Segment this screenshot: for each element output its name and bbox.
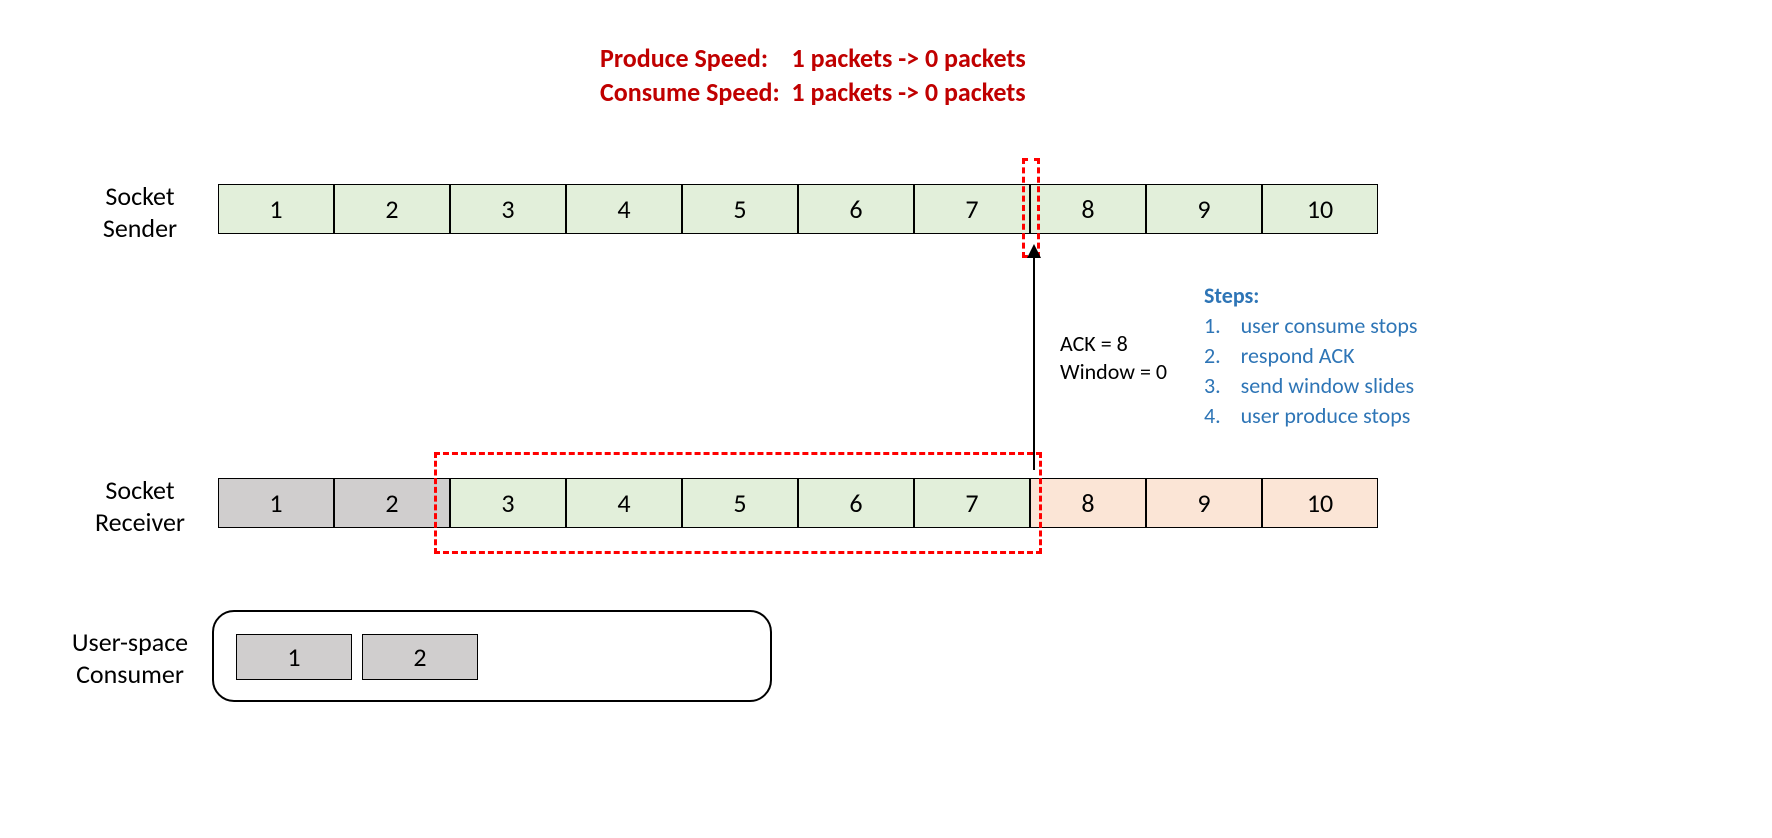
ack-text-1: ACK = 8 — [1060, 330, 1220, 357]
sender-cell-3: 3 — [450, 184, 566, 234]
sender-cell-9: 9 — [1146, 184, 1262, 234]
consumer-cell-2: 2 — [362, 634, 478, 680]
sender-label: Socket Sender — [70, 182, 210, 242]
receiver-label: Socket Receiver — [70, 476, 210, 536]
ack-arrow-line — [1033, 258, 1035, 470]
ack-text-2: Window = 0 — [1060, 358, 1220, 385]
receiver-window-box — [434, 452, 1042, 554]
step-3: 3. send window slides — [1204, 372, 1524, 399]
sender-cell-10: 10 — [1262, 184, 1378, 234]
step-2: 2. respond ACK — [1204, 342, 1524, 369]
sender-cell-2: 2 — [334, 184, 450, 234]
receiver-cell-9: 9 — [1146, 478, 1262, 528]
sender-cell-8: 8 — [1030, 184, 1146, 234]
sender-cell-5: 5 — [682, 184, 798, 234]
diagram-stage: Produce Speed: 1 packets -> 0 packetsCon… — [0, 0, 1772, 838]
produce-speed-text: Produce Speed: 1 packets -> 0 packets — [600, 42, 1300, 74]
sender-window-marker — [1022, 158, 1040, 258]
consumer-cell-1: 1 — [236, 634, 352, 680]
steps-title: Steps: — [1204, 282, 1524, 309]
receiver-cell-1: 1 — [218, 478, 334, 528]
receiver-cell-10: 10 — [1262, 478, 1378, 528]
sender-cell-4: 4 — [566, 184, 682, 234]
receiver-cell-8: 8 — [1030, 478, 1146, 528]
sender-cell-1: 1 — [218, 184, 334, 234]
ack-arrow-head-icon — [1027, 244, 1041, 258]
sender-cell-7: 7 — [914, 184, 1030, 234]
consumer-label: User-space Consumer — [50, 628, 210, 688]
receiver-cell-2: 2 — [334, 478, 450, 528]
consume-speed-text: Consume Speed: 1 packets -> 0 packets — [600, 76, 1300, 108]
step-4: 4. user produce stops — [1204, 402, 1524, 429]
sender-cell-6: 6 — [798, 184, 914, 234]
step-1: 1. user consume stops — [1204, 312, 1524, 339]
